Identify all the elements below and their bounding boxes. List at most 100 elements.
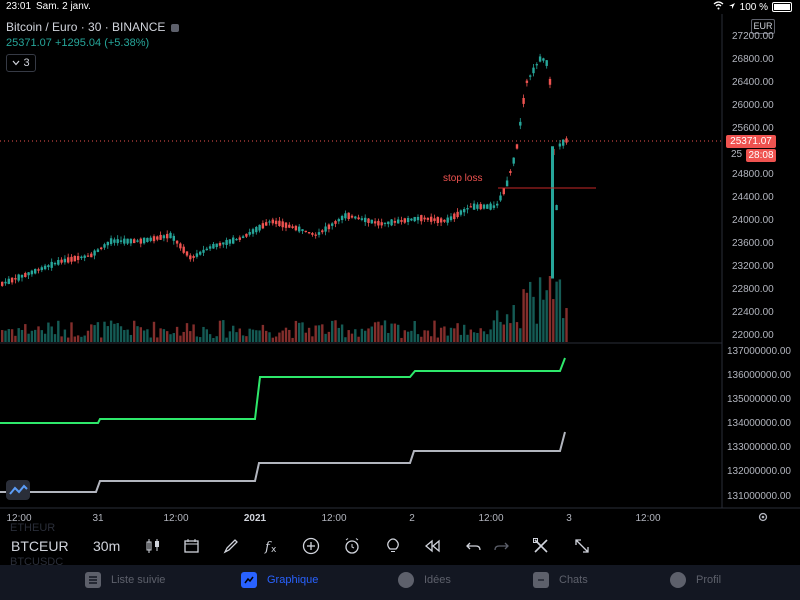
volume-bar (241, 335, 245, 342)
volume-bar (367, 328, 370, 342)
time-axis-label: 12:00 (163, 513, 189, 524)
volume-bar (439, 327, 443, 342)
status-dot-icon (171, 23, 180, 32)
tools-icon[interactable] (530, 535, 552, 557)
candle-body (218, 242, 222, 246)
tab-ideas[interactable]: Idées (398, 572, 451, 588)
indicators-toggle-button[interactable]: 3 (6, 54, 36, 72)
volume-bar (96, 322, 100, 342)
candle-body (383, 222, 387, 224)
candle-body (423, 217, 426, 220)
candle-body (202, 249, 205, 253)
chart-canvas[interactable] (0, 0, 800, 530)
indicator-gray-line (0, 431, 566, 493)
volume-bar (453, 328, 456, 342)
volume-bar (116, 323, 119, 342)
volume-bar (281, 330, 284, 342)
time-axis-label: 12:00 (478, 513, 504, 524)
candle-body (469, 206, 472, 208)
symbol-selector[interactable]: BTCEUR (11, 538, 69, 554)
volume-bar (383, 320, 387, 342)
indicator-axis-label: 134000000.00 (727, 418, 791, 429)
candle-body (532, 67, 535, 74)
candle-body (129, 238, 133, 244)
candle-body (76, 256, 80, 260)
volume-bar (208, 334, 212, 342)
candle-body (463, 209, 466, 213)
volume-bar (86, 330, 90, 342)
undo-icon[interactable] (463, 535, 485, 557)
last-price: 25371.07 (6, 37, 52, 49)
candle-body (307, 232, 311, 234)
symbol-wheel-prev[interactable]: ETHEUR (10, 522, 56, 534)
candle-body (40, 267, 43, 271)
alarm-icon[interactable] (341, 535, 363, 557)
stop-loss-label[interactable]: stop loss (443, 173, 483, 184)
candle-body (367, 218, 370, 223)
time-axis-label: 3 (566, 513, 572, 524)
volume-bar (139, 327, 142, 342)
volume-bar (479, 328, 482, 342)
idea-icon[interactable] (382, 535, 404, 557)
candles-icon[interactable] (142, 535, 164, 557)
volume-bar (364, 330, 367, 342)
candle-body (43, 265, 47, 270)
candle-body (258, 224, 261, 231)
indicator-count: 3 (23, 57, 30, 69)
bar-countdown-tag: 28:08 (746, 149, 776, 162)
candle-body (225, 239, 228, 245)
volume-bar (195, 336, 199, 342)
tab-watchlist[interactable]: Liste suivie (85, 572, 165, 588)
candle-body (281, 221, 284, 228)
candle-body (291, 226, 294, 228)
volume-bar (357, 336, 360, 342)
indicator-axis-label: 131000000.00 (727, 491, 791, 502)
draw-icon[interactable] (220, 535, 242, 557)
chart-icon (241, 572, 257, 588)
candle-body (430, 216, 433, 222)
volume-bar (261, 324, 265, 342)
candle-body (116, 239, 119, 244)
price-change: +1295.04 (+5.38%) (54, 37, 150, 49)
candle-body (166, 233, 169, 239)
volume-bar (205, 329, 208, 342)
currency-button[interactable]: EUR (751, 19, 775, 34)
candle-body (334, 221, 337, 224)
plus-icon[interactable] (300, 535, 322, 557)
tab-chart[interactable]: Graphique (241, 572, 318, 588)
settings-gear-icon[interactable] (757, 510, 769, 528)
candle-body (446, 217, 449, 223)
candle-body (294, 225, 298, 231)
candle-body (522, 97, 525, 104)
candle-body (34, 268, 37, 274)
volume-bar (334, 320, 337, 342)
candle-body (142, 237, 146, 244)
fullscreen-icon[interactable] (571, 535, 593, 557)
volume-bar (166, 331, 169, 342)
volume-bar (199, 337, 202, 342)
volume-bar (502, 324, 505, 342)
volume-bar (294, 320, 298, 342)
tab-profile[interactable]: Profil (670, 572, 721, 588)
time-axis-label: 2021 (243, 513, 267, 524)
candle-body (27, 272, 30, 276)
candle-body (149, 237, 152, 241)
volume-bar (7, 329, 10, 342)
candle-body (37, 269, 40, 271)
interval-selector[interactable]: 30m (93, 538, 121, 554)
tradingview-logo-icon[interactable] (6, 480, 30, 500)
volume-bar (380, 325, 383, 342)
candle-body (96, 249, 100, 252)
volume-bar (436, 337, 439, 342)
replay-icon[interactable] (421, 535, 443, 557)
status-time: 23:01 (6, 1, 32, 12)
volume-bar (60, 336, 63, 342)
symbol-title[interactable]: Bitcoin / Euro · 30 · BINANCE (6, 20, 180, 34)
compare-icon[interactable] (181, 535, 203, 557)
candle-body (548, 78, 552, 85)
volume-bar (522, 289, 525, 342)
tab-chats[interactable]: Chats (533, 572, 588, 588)
candle-body (251, 229, 255, 234)
redo-icon[interactable] (490, 535, 512, 557)
